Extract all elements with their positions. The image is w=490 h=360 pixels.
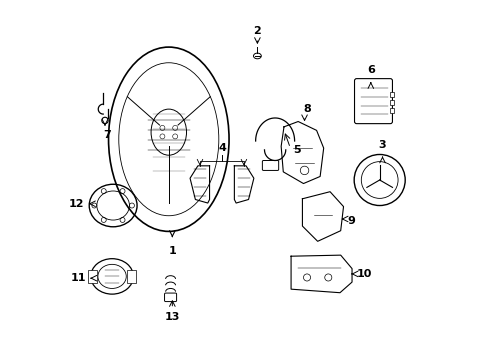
Text: 1: 1 xyxy=(169,246,176,256)
Text: 10: 10 xyxy=(357,269,372,279)
Bar xyxy=(390,92,394,97)
Text: 6: 6 xyxy=(367,66,375,76)
Text: 12: 12 xyxy=(69,199,84,209)
Text: 2: 2 xyxy=(253,26,261,36)
Text: 4: 4 xyxy=(218,143,226,153)
Bar xyxy=(390,100,394,105)
Text: 3: 3 xyxy=(379,140,386,150)
Text: 8: 8 xyxy=(303,104,311,114)
Bar xyxy=(88,270,97,283)
Text: 9: 9 xyxy=(348,216,356,226)
Text: 5: 5 xyxy=(293,145,300,155)
Bar xyxy=(390,108,394,113)
Text: 7: 7 xyxy=(103,130,111,140)
Bar xyxy=(127,270,136,283)
Text: 13: 13 xyxy=(165,312,180,322)
Text: 11: 11 xyxy=(71,273,87,283)
